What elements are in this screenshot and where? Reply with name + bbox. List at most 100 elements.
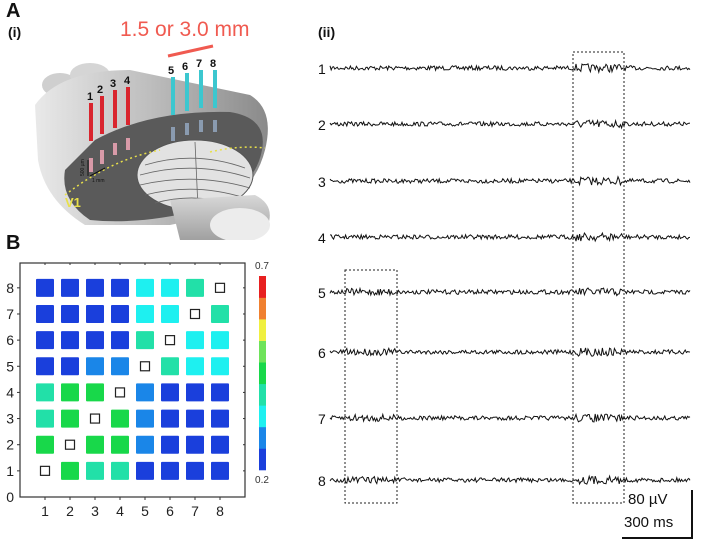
highlight-box-early xyxy=(344,269,398,504)
heatmap-cell xyxy=(186,357,204,376)
width-scale-label: 1 mm xyxy=(92,178,105,184)
heatmap-cell xyxy=(36,331,54,350)
colorbar-max-label: 0.7 xyxy=(255,261,269,272)
heatmap-cell xyxy=(161,409,179,428)
panel-a-label: A xyxy=(6,0,21,22)
lfp-trace xyxy=(329,286,691,297)
scale-voltage-label: 80 µV xyxy=(628,491,668,508)
heatmap-cell xyxy=(36,357,54,376)
y-tick-label: 0 xyxy=(6,489,14,505)
diagonal-cell xyxy=(214,282,226,293)
y-tick-label: 4 xyxy=(6,384,14,400)
channel-label: 8 xyxy=(318,473,326,489)
heatmap-cell xyxy=(136,383,154,402)
colorbar-segment xyxy=(259,448,266,471)
lfp-trace xyxy=(329,63,691,75)
diagonal-cell xyxy=(89,413,101,424)
heatmap-cell xyxy=(61,409,79,428)
panel-b-label: B xyxy=(6,232,21,254)
x-tick-label: 8 xyxy=(216,503,224,519)
diagonal-cell xyxy=(114,387,126,398)
electrodes-group2 xyxy=(171,70,217,141)
heatmap-cell xyxy=(36,304,54,323)
heatmap-cell xyxy=(211,409,229,428)
lfp-trace xyxy=(329,231,691,243)
heatmap-cell xyxy=(61,383,79,402)
heatmap-cell xyxy=(61,304,79,323)
colorbar-min-label: 0.2 xyxy=(255,475,269,486)
heatmap-cell xyxy=(111,461,129,480)
colorbar-segment xyxy=(259,319,266,341)
heatmap-cell xyxy=(211,304,229,323)
width-scale-bar xyxy=(89,167,106,177)
x-tick-label: 6 xyxy=(166,503,174,519)
lfp-traces: 1 2 3 4 5 6 7 8 xyxy=(318,51,693,539)
heatmap-cell xyxy=(86,331,104,350)
heatmap-cell xyxy=(211,461,229,480)
heatmap-cell xyxy=(186,461,204,480)
plot-frame xyxy=(19,262,246,498)
colorbar-segment xyxy=(259,383,266,406)
lfp-trace xyxy=(329,412,691,423)
heatmap-cell xyxy=(211,357,229,376)
heatmap-cell xyxy=(161,461,179,480)
heatmap-cell xyxy=(161,435,179,454)
colorbar-segment xyxy=(259,276,266,298)
correlation-heatmap: 1 2 3 4 5 6 7 8 0 1 2 3 4 5 6 7 8 0.7 0.2 xyxy=(6,261,269,519)
colorbar-segment xyxy=(259,362,266,385)
heatmap-cell xyxy=(161,278,179,297)
heatmap-cell xyxy=(36,383,54,402)
electrode-label: 7 xyxy=(196,58,202,70)
channel-label: 5 xyxy=(318,285,326,301)
diagonal-cell xyxy=(39,465,51,476)
x-tick-label: 7 xyxy=(191,503,199,519)
heatmap-cell xyxy=(161,304,179,323)
heatmap-cell xyxy=(186,435,204,454)
y-tick-label: 5 xyxy=(6,358,14,374)
colorbar-segment xyxy=(259,340,266,363)
heatmap-cell xyxy=(111,409,129,428)
spacing-bar xyxy=(167,44,214,58)
heatmap-cell xyxy=(211,331,229,350)
y-tick-label: 1 xyxy=(6,463,14,479)
x-tick-label: 5 xyxy=(141,503,149,519)
channel-label: 7 xyxy=(318,411,326,427)
channel-label: 1 xyxy=(318,61,326,77)
heatmap-cell xyxy=(86,435,104,454)
heatmap-cell xyxy=(186,383,204,402)
heatmap-cell xyxy=(186,278,204,297)
panel-a-i-label: (i) xyxy=(8,24,22,40)
electrode-label: 8 xyxy=(210,58,216,70)
lfp-trace xyxy=(329,118,691,130)
y-tick-label: 6 xyxy=(6,332,14,348)
heatmap-cell xyxy=(86,304,104,323)
spacing-label: 1.5 or 3.0 mm xyxy=(120,18,250,41)
diagonal-cell xyxy=(64,439,76,450)
heatmap-cell xyxy=(111,331,129,350)
heatmap-cell xyxy=(111,278,129,297)
heatmap-cell xyxy=(61,331,79,350)
lfp-trace xyxy=(329,347,691,357)
colorbar-segment xyxy=(259,426,266,449)
colorbar-segment xyxy=(259,297,266,320)
heatmap-cell xyxy=(161,357,179,376)
heatmap-cell xyxy=(61,461,79,480)
highlight-box-late xyxy=(572,51,625,504)
y-tick-label: 2 xyxy=(6,437,14,453)
y-tick-label: 3 xyxy=(6,411,14,427)
depth-scale-label: 500 µm xyxy=(80,159,86,176)
heatmap-cell xyxy=(36,435,54,454)
x-tick-label: 4 xyxy=(116,503,124,519)
v1-label: V1 xyxy=(65,195,81,210)
electrode-label: 4 xyxy=(124,75,131,87)
channel-label: 4 xyxy=(318,230,326,246)
y-tick-label: 7 xyxy=(6,306,14,322)
heatmap-cell xyxy=(211,435,229,454)
electrode-label: 3 xyxy=(110,78,116,90)
colorbar-segment xyxy=(259,405,266,428)
brain-electrode-diagram: 1 2 3 4 5 6 7 8 500 µm 1 mm V1 xyxy=(35,44,270,240)
lfp-trace xyxy=(329,175,691,187)
x-tick-label: 1 xyxy=(41,503,49,519)
x-tick-label: 3 xyxy=(91,503,99,519)
heatmap-cell xyxy=(186,331,204,350)
